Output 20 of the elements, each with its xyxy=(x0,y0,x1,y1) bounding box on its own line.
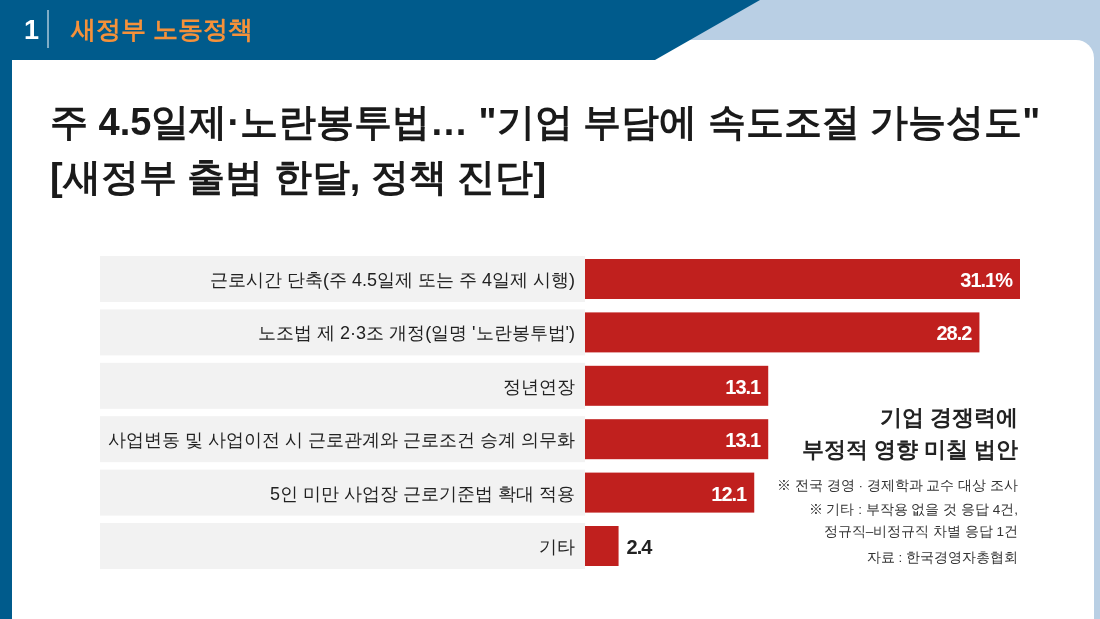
chart-title: 주 4.5일제·노란봉투법… "기업 부담에 속도조절 가능성도" [새정부 출범 한달, 정책 진단] xyxy=(50,101,1041,198)
data-label: 2.4 xyxy=(626,536,654,558)
data-label: 31.1% xyxy=(960,269,1014,291)
data-label: 13.1 xyxy=(725,375,762,398)
annotation: ※ 전국 경영 · 경제학과 교수 대상 조사 xyxy=(777,478,1018,493)
y-tick-label: 기타 xyxy=(539,537,575,557)
bar xyxy=(585,526,619,566)
annotation: 자료 : 한국경영자총협회 xyxy=(866,550,1018,565)
y-tick-label: 사업변동 및 사업이전 시 근로관계와 근로조건 승계 의무화 xyxy=(107,430,575,451)
data-label: 12.1 xyxy=(711,482,748,505)
y-tick-label: 5인 미만 사업장 근로기준법 확대 적용 xyxy=(269,483,575,504)
y-tick-label: 노조법 제 2·3조 개정(일명 '노란봉투법') xyxy=(258,323,575,344)
data-label: 28.2 xyxy=(936,322,973,345)
y-tick-label: 근로시간 단축(주 4.5일제 또는 주 4일제 시행) xyxy=(209,270,575,290)
data-label: 13.1 xyxy=(725,429,762,452)
text: 1 xyxy=(24,15,40,45)
annotation: ※ 기타 : 부작용 없을 것 응답 4건, 정규직–비정규직 차별 응답 1건 xyxy=(808,502,1018,539)
annotation: 기업 경쟁력에 부정적 영향 미칠 법안 xyxy=(801,405,1018,462)
text: 새정부 노동정책 xyxy=(70,15,253,43)
y-tick-label: 정년연장 xyxy=(503,376,575,397)
